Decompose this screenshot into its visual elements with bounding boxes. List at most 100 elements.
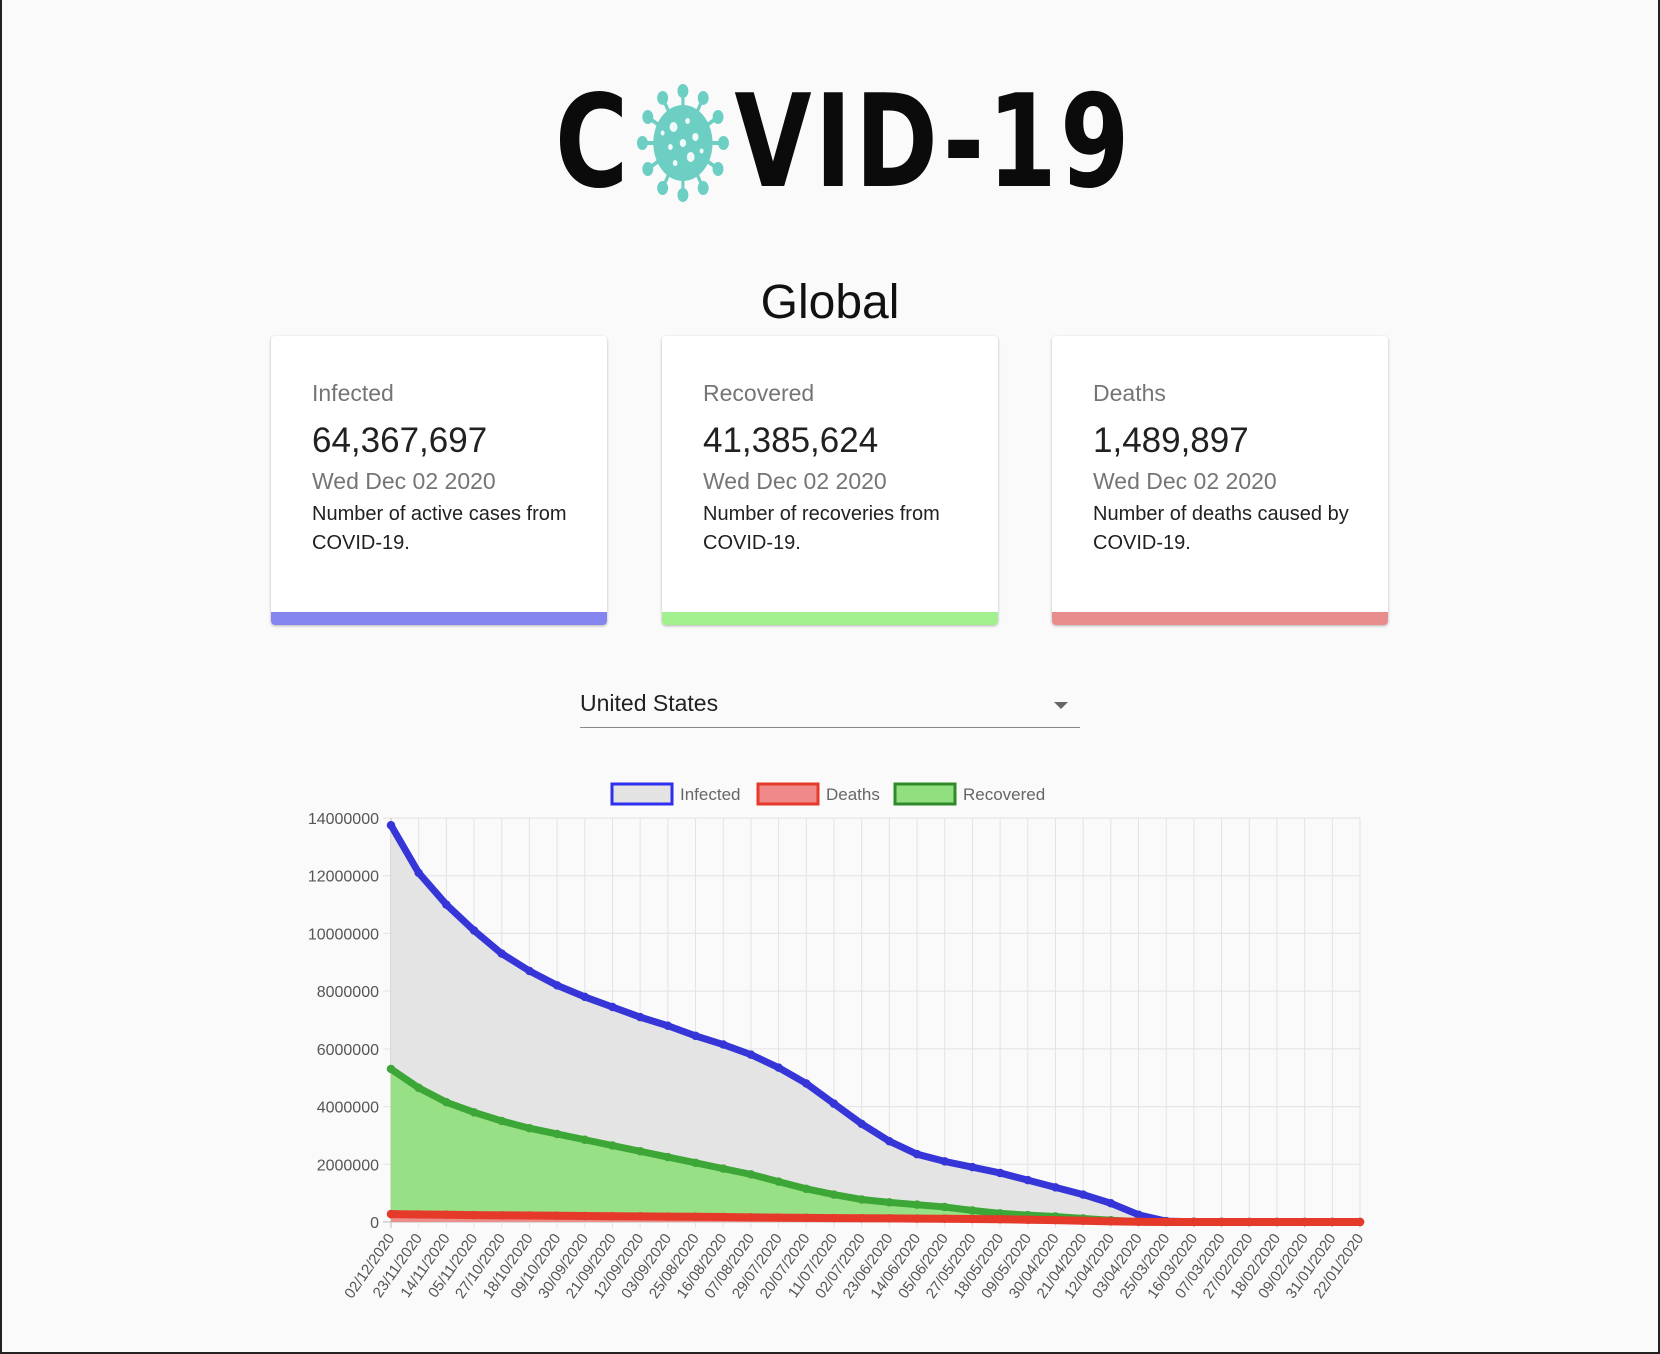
data-point-recovered — [912, 1200, 922, 1209]
data-point-deaths — [1051, 1215, 1060, 1225]
covid-logo: C VID-19 — [555, 68, 1129, 217]
y-tick-label: 10000000 — [308, 926, 379, 943]
data-point-deaths — [802, 1213, 811, 1223]
data-point-recovered — [386, 1064, 396, 1074]
card-label: Infected — [312, 380, 394, 406]
data-point-deaths — [912, 1214, 922, 1223]
data-point-infected — [663, 1021, 673, 1031]
data-point-recovered — [497, 1116, 506, 1126]
y-tick-label: 12000000 — [308, 869, 379, 886]
data-point-recovered — [802, 1184, 811, 1194]
data-point-infected — [608, 1002, 617, 1012]
data-point-deaths — [469, 1210, 479, 1220]
logo-text-right: VID-19 — [734, 68, 1133, 217]
legend-swatch-deaths — [756, 782, 820, 806]
data-point-recovered — [885, 1198, 894, 1207]
data-point-infected — [469, 926, 479, 935]
card-accent-bar — [1052, 612, 1388, 625]
card-accent-bar — [662, 612, 998, 625]
data-point-deaths — [608, 1211, 617, 1221]
data-point-deaths — [1134, 1217, 1143, 1227]
data-point-infected — [691, 1031, 700, 1041]
y-tick-label: 2000000 — [317, 1157, 379, 1174]
data-point-recovered — [608, 1141, 617, 1150]
data-point-deaths — [580, 1211, 590, 1221]
y-tick-label: 6000000 — [317, 1042, 379, 1059]
legend-swatch-recovered — [893, 782, 957, 806]
data-point-deaths — [746, 1213, 756, 1222]
data-point-recovered — [580, 1135, 590, 1145]
data-point-infected — [525, 966, 534, 976]
data-point-deaths — [1217, 1217, 1226, 1227]
data-point-infected — [912, 1149, 922, 1159]
data-point-infected — [857, 1119, 866, 1129]
series-area-infected — [391, 825, 1360, 1222]
data-point-infected — [552, 981, 562, 990]
legend-swatch-infected — [610, 782, 674, 806]
data-point-deaths — [1355, 1217, 1365, 1227]
data-point-deaths — [774, 1213, 783, 1222]
data-point-infected — [940, 1157, 949, 1166]
data-point-deaths — [885, 1214, 894, 1223]
data-point-deaths — [691, 1212, 700, 1222]
data-point-infected — [774, 1063, 783, 1072]
data-point-deaths — [995, 1215, 1005, 1224]
card-date: Wed Dec 02 2020 — [312, 468, 496, 494]
card-value: 1,489,897 — [1093, 421, 1249, 460]
data-point-deaths — [386, 1209, 396, 1219]
y-tick-label: 0 — [370, 1215, 379, 1232]
data-point-deaths — [1300, 1217, 1309, 1227]
data-point-infected — [746, 1050, 756, 1059]
data-point-infected — [802, 1079, 811, 1088]
data-point-infected — [718, 1040, 728, 1049]
data-point-recovered — [746, 1170, 756, 1179]
data-point-infected — [442, 900, 451, 909]
card-date: Wed Dec 02 2020 — [1093, 468, 1277, 494]
data-point-infected — [1106, 1198, 1116, 1208]
series-area-recovered — [391, 1069, 1360, 1222]
data-point-deaths — [525, 1211, 534, 1220]
data-point-deaths — [1106, 1217, 1116, 1226]
data-point-infected — [386, 820, 396, 830]
data-point-deaths — [663, 1212, 673, 1221]
data-point-recovered — [857, 1195, 866, 1204]
data-point-recovered — [718, 1164, 728, 1173]
data-point-recovered — [774, 1177, 783, 1186]
country-select[interactable]: United States — [580, 680, 1080, 728]
data-point-deaths — [635, 1212, 645, 1221]
data-point-deaths — [718, 1212, 728, 1222]
data-point-deaths — [968, 1214, 977, 1224]
data-point-recovered — [552, 1129, 562, 1139]
y-tick-label: 14000000 — [308, 811, 379, 828]
data-point-deaths — [1161, 1217, 1171, 1227]
card-accent-bar — [271, 612, 607, 625]
data-point-deaths — [1328, 1217, 1337, 1227]
legend-label-infected: Infected — [680, 785, 741, 804]
card-label: Recovered — [703, 380, 815, 406]
data-point-infected — [1023, 1175, 1033, 1185]
card-description: Number of active cases from COVID-19. — [312, 503, 567, 554]
region-title: Global — [760, 276, 900, 329]
data-point-infected — [414, 868, 423, 878]
data-point-deaths — [1023, 1215, 1033, 1224]
data-point-deaths — [1245, 1217, 1254, 1227]
data-point-recovered — [691, 1158, 700, 1168]
data-point-deaths — [1272, 1217, 1282, 1227]
card-label: Deaths — [1093, 380, 1166, 406]
data-point-infected — [1051, 1183, 1060, 1192]
logo-text-left: C — [555, 68, 632, 217]
caret-down-icon[interactable] — [1054, 702, 1068, 709]
data-point-recovered — [442, 1097, 451, 1107]
data-point-deaths — [497, 1211, 506, 1220]
card-description: Number of deaths caused by COVID-19. — [1093, 503, 1349, 554]
data-point-infected — [1078, 1190, 1088, 1199]
data-point-deaths — [857, 1213, 866, 1223]
data-point-deaths — [552, 1211, 562, 1221]
data-point-recovered — [635, 1147, 645, 1156]
data-point-recovered — [414, 1083, 423, 1093]
data-point-deaths — [940, 1214, 949, 1224]
series-line-deaths — [387, 1210, 1364, 1226]
virus-icon — [636, 84, 729, 202]
y-tick-label: 4000000 — [317, 1100, 379, 1117]
